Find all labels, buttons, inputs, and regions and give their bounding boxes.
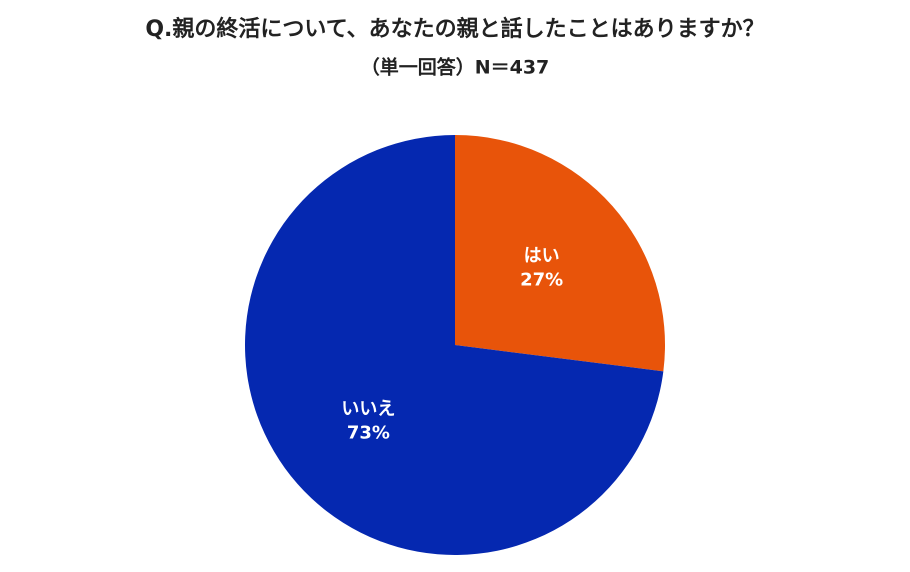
slice-category-label: はい: [524, 246, 560, 267]
pie-slice: [245, 135, 664, 555]
pie-slice: [455, 135, 665, 372]
slice-category-label: いいえ: [341, 398, 395, 419]
chart-subtitle: （単一回答）N＝437: [361, 56, 550, 79]
chart-title: Q.親の終活について、あなたの親と話したことはありますか？: [145, 16, 764, 42]
slice-value-label: 27%: [520, 270, 563, 291]
slice-value-label: 73%: [347, 422, 390, 443]
